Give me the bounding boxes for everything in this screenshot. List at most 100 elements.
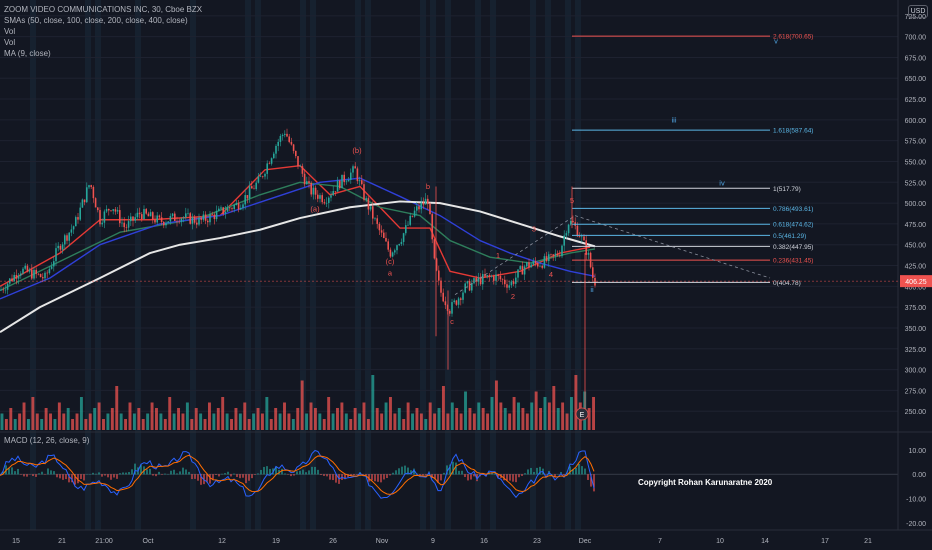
macd-histogram-bar	[119, 473, 121, 475]
candle-body	[185, 213, 187, 218]
macd-histogram-bar	[320, 474, 322, 476]
candle-body	[110, 210, 112, 211]
macd-histogram-bar	[239, 474, 241, 479]
volume-bar	[530, 402, 534, 430]
volume-bar	[88, 413, 92, 430]
volume-bar	[534, 391, 538, 430]
macd-histogram-bar	[362, 474, 364, 475]
macd-histogram-bar	[209, 474, 211, 484]
volume-bar	[450, 402, 454, 430]
volume-bar	[525, 413, 529, 430]
symbol-title[interactable]: ZOOM VIDEO COMMUNICATIONS INC, 30, Cboe …	[4, 5, 203, 14]
volume-bar	[592, 397, 595, 430]
volume-bar	[194, 408, 198, 430]
indicator-vol[interactable]: Vol	[4, 27, 16, 36]
volume-bar	[424, 419, 428, 430]
macd-histogram-bar	[374, 474, 376, 482]
candle-body	[286, 133, 288, 137]
candle-body	[317, 194, 319, 199]
candle-body	[420, 202, 422, 210]
fib-level-label: 0.618(474.62)	[773, 222, 813, 229]
volume-bar	[225, 413, 229, 430]
ma-line-sma-400	[0, 200, 596, 333]
macd-histogram-bar	[512, 474, 514, 482]
wave-label: 1	[496, 251, 500, 260]
candle-body	[112, 209, 114, 211]
volume-bar	[177, 408, 181, 430]
candle-body	[504, 279, 506, 285]
candle-body	[50, 266, 53, 269]
volume-bar	[322, 419, 326, 430]
price-tick-label: 650.00	[905, 76, 927, 83]
volume-bar	[384, 402, 388, 430]
session-band	[85, 0, 91, 530]
macd-histogram-bar	[62, 474, 64, 480]
candle-body	[336, 180, 339, 192]
last-price-label: 406.25	[905, 279, 927, 286]
volume-bar	[269, 419, 273, 430]
volume-bar	[62, 413, 66, 430]
macd-histogram-bar	[146, 469, 148, 475]
fib-level-label: 0.5(461.29)	[773, 233, 806, 240]
macd-histogram-bar	[89, 474, 91, 475]
session-band	[245, 0, 251, 530]
candle-body	[88, 185, 90, 188]
volume-bar	[274, 408, 278, 430]
volume-bar	[296, 408, 300, 430]
volume-bar	[234, 408, 238, 430]
macd-histogram-bar	[281, 468, 283, 475]
indicator-sma[interactable]: SMAs (50, close, 100, close, 200, close,…	[4, 16, 188, 25]
session-band	[490, 0, 496, 530]
macd-title[interactable]: MACD (12, 26, close, 9)	[4, 436, 90, 445]
candle-body	[213, 214, 216, 220]
candle-body	[416, 206, 418, 211]
indicator-ma[interactable]: MA (9, close)	[4, 49, 51, 58]
candle-body	[407, 224, 409, 226]
candle-body	[292, 144, 295, 151]
candle-body	[435, 258, 438, 271]
macd-signal-line	[0, 454, 595, 495]
macd-histogram-bar	[131, 469, 133, 475]
candle-body	[158, 215, 161, 218]
volume-bar	[428, 402, 432, 430]
time-tick-label: 9	[431, 538, 435, 545]
candle-body	[374, 218, 376, 219]
session-band	[135, 0, 141, 530]
candle-body	[154, 219, 156, 223]
macd-histogram-bar	[155, 474, 157, 477]
candle-body	[176, 220, 178, 222]
macd-histogram-bar	[284, 473, 286, 475]
volume-bar	[247, 419, 251, 430]
candle-body	[493, 276, 495, 281]
volume-bar	[132, 413, 136, 430]
candle-body	[152, 212, 154, 220]
macd-histogram-bar	[365, 474, 367, 476]
candle-body	[548, 254, 550, 262]
macd-histogram-bar	[35, 474, 37, 477]
session-band	[365, 0, 371, 530]
macd-histogram-bar	[590, 474, 592, 487]
candle-body	[343, 174, 345, 182]
volume-bar	[102, 419, 105, 430]
price-tick-label: 250.00	[905, 409, 927, 416]
candle-body	[473, 278, 475, 284]
macd-histogram-bar	[533, 471, 535, 475]
volume-bar	[22, 402, 26, 430]
volume-bar	[349, 419, 353, 430]
fibonacci-levels[interactable]: 2.618(700.65) 1.618(587.64) 1(517.79) 0.786…	[435, 34, 813, 412]
macd-histogram-bar	[395, 470, 397, 475]
volume-bar	[190, 419, 194, 430]
candle-body	[572, 220, 574, 223]
macd-histogram-bar	[83, 474, 85, 481]
macd-histogram-bar	[194, 474, 196, 479]
volume-bar	[358, 413, 362, 430]
candle-body	[295, 150, 297, 157]
candle-body	[422, 202, 425, 205]
candle-body	[306, 181, 308, 185]
currency-button[interactable]: USD	[908, 5, 928, 18]
candle-body	[66, 235, 68, 241]
indicator-vol-2[interactable]: Vol	[4, 38, 16, 47]
fib-level-label: 0.382(447.95)	[773, 244, 813, 251]
last-price-tag	[900, 275, 932, 288]
